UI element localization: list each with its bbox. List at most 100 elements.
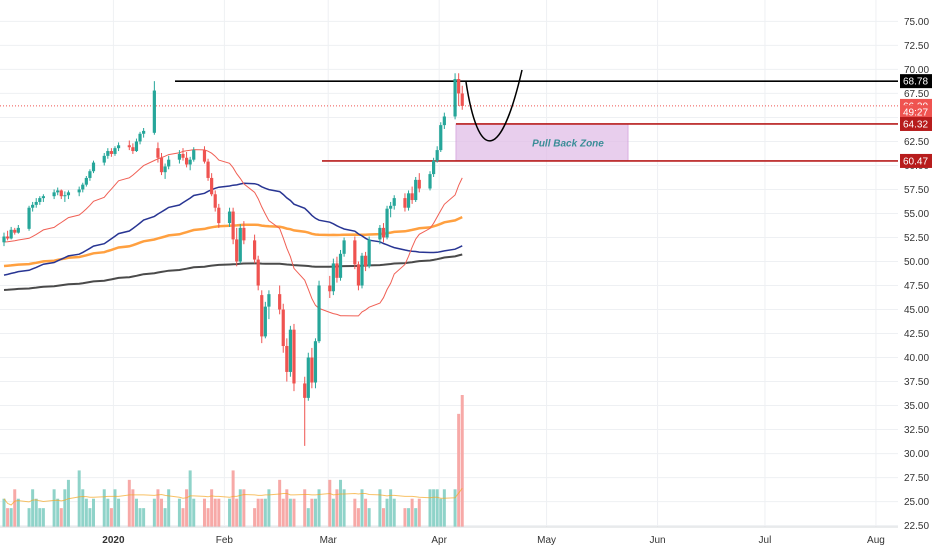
volume-bar — [260, 498, 264, 527]
volume-bar — [442, 489, 446, 527]
countdown-tag-text: 49:27 — [903, 108, 928, 119]
candle-body — [202, 150, 207, 162]
pull-back-zone[interactable]: Pull Back Zone — [455, 123, 629, 162]
volume-bar — [263, 498, 267, 527]
candle-body — [217, 207, 221, 224]
y-tick-label: 47.50 — [904, 281, 929, 292]
y-tick-label: 30.00 — [904, 449, 929, 460]
candle-body — [213, 194, 217, 208]
y-tick-label: 25.00 — [904, 497, 929, 508]
candle-body — [328, 285, 332, 292]
volume-bar — [134, 498, 138, 527]
candle-body — [2, 236, 6, 243]
y-tick-label: 42.50 — [904, 329, 929, 340]
volume-bar — [213, 498, 217, 527]
volume-bar — [163, 508, 167, 527]
price-tag-64-32-text: 64.32 — [903, 119, 928, 130]
volume-bar — [353, 498, 357, 527]
projection-curve[interactable] — [465, 69, 523, 142]
candle-body — [381, 227, 386, 238]
candle-body — [102, 155, 106, 163]
candle-body — [392, 198, 396, 206]
candle-body — [306, 357, 310, 398]
candle-body — [106, 151, 110, 156]
y-tick-label: 72.50 — [904, 41, 929, 52]
candle-body — [253, 240, 257, 260]
countdown-tag-bg — [900, 105, 932, 120]
y-tick-label: 27.50 — [904, 473, 929, 484]
ma-200-line — [3, 253, 463, 291]
x-tick-label: 2020 — [102, 535, 125, 546]
volume-bar — [167, 489, 171, 527]
y-tick-label: 57.50 — [904, 185, 929, 196]
candle-body — [138, 133, 142, 142]
volume-bar — [31, 489, 35, 527]
volume-bar — [317, 489, 321, 527]
candle-body — [156, 148, 160, 158]
volume-ma-line — [3, 488, 463, 506]
candle-body — [335, 263, 339, 278]
volume-bar — [9, 508, 13, 527]
candle-body — [267, 294, 271, 307]
grid-lines — [0, 0, 898, 527]
candle-body — [134, 141, 139, 152]
candle-body — [342, 240, 346, 254]
candle-body — [457, 79, 461, 94]
candle-body — [181, 153, 185, 158]
candle-body — [406, 193, 411, 208]
candle-body — [13, 229, 17, 233]
candle-body — [231, 211, 235, 240]
candle-body — [260, 295, 264, 337]
volume-bar — [356, 508, 360, 527]
candle-body — [52, 192, 56, 197]
candle-body — [428, 174, 432, 189]
x-tick-label: Aug — [867, 535, 885, 546]
candle-body — [113, 148, 117, 154]
candle-body — [417, 179, 421, 189]
volume-bar — [339, 479, 343, 527]
volume-bar — [403, 508, 407, 527]
volume-bar — [13, 489, 17, 527]
y-tick-label: 32.50 — [904, 425, 929, 436]
x-tick-label: Jun — [649, 535, 665, 546]
volume-bar — [328, 479, 332, 527]
horizontal-levels[interactable] — [0, 80, 898, 162]
candle-body — [442, 116, 446, 126]
volume-bar — [92, 498, 95, 527]
volume-bar — [417, 498, 421, 527]
candle-body — [163, 166, 167, 173]
candle-body — [27, 207, 31, 229]
y-tick-label: 35.00 — [904, 401, 929, 412]
candle-body — [432, 160, 436, 175]
volume-bar — [432, 489, 436, 527]
x-axis[interactable]: 2020FebMarAprMayJunJulAugSep — [0, 526, 932, 546]
volume-bar — [142, 508, 146, 527]
volume-bar — [331, 498, 335, 527]
candle-body — [281, 309, 285, 347]
volume-bar — [457, 413, 461, 527]
volume-bar — [63, 489, 67, 527]
volume-bar — [66, 479, 70, 527]
volume-bar — [303, 489, 307, 527]
volume-bar — [131, 489, 135, 527]
candle-body — [131, 147, 135, 152]
x-tick-label: Feb — [216, 535, 234, 546]
volume-bar — [6, 508, 10, 527]
volume-bar — [152, 498, 156, 527]
volume-bar — [367, 508, 371, 527]
volume-bar — [113, 489, 117, 527]
volume-bar — [385, 498, 389, 527]
candle-body — [389, 205, 393, 209]
volume-bar — [439, 498, 443, 527]
volume-bar — [88, 508, 92, 527]
volume-bar — [106, 498, 110, 527]
candle-body — [142, 130, 146, 134]
y-axis[interactable]: 75.0072.5070.0067.5065.0062.5060.0057.50… — [904, 17, 929, 532]
candle-body — [210, 177, 214, 195]
volume-bar — [81, 489, 85, 527]
volume-bar — [364, 498, 368, 527]
volume-bar — [84, 498, 88, 527]
volume-bar — [238, 489, 242, 527]
